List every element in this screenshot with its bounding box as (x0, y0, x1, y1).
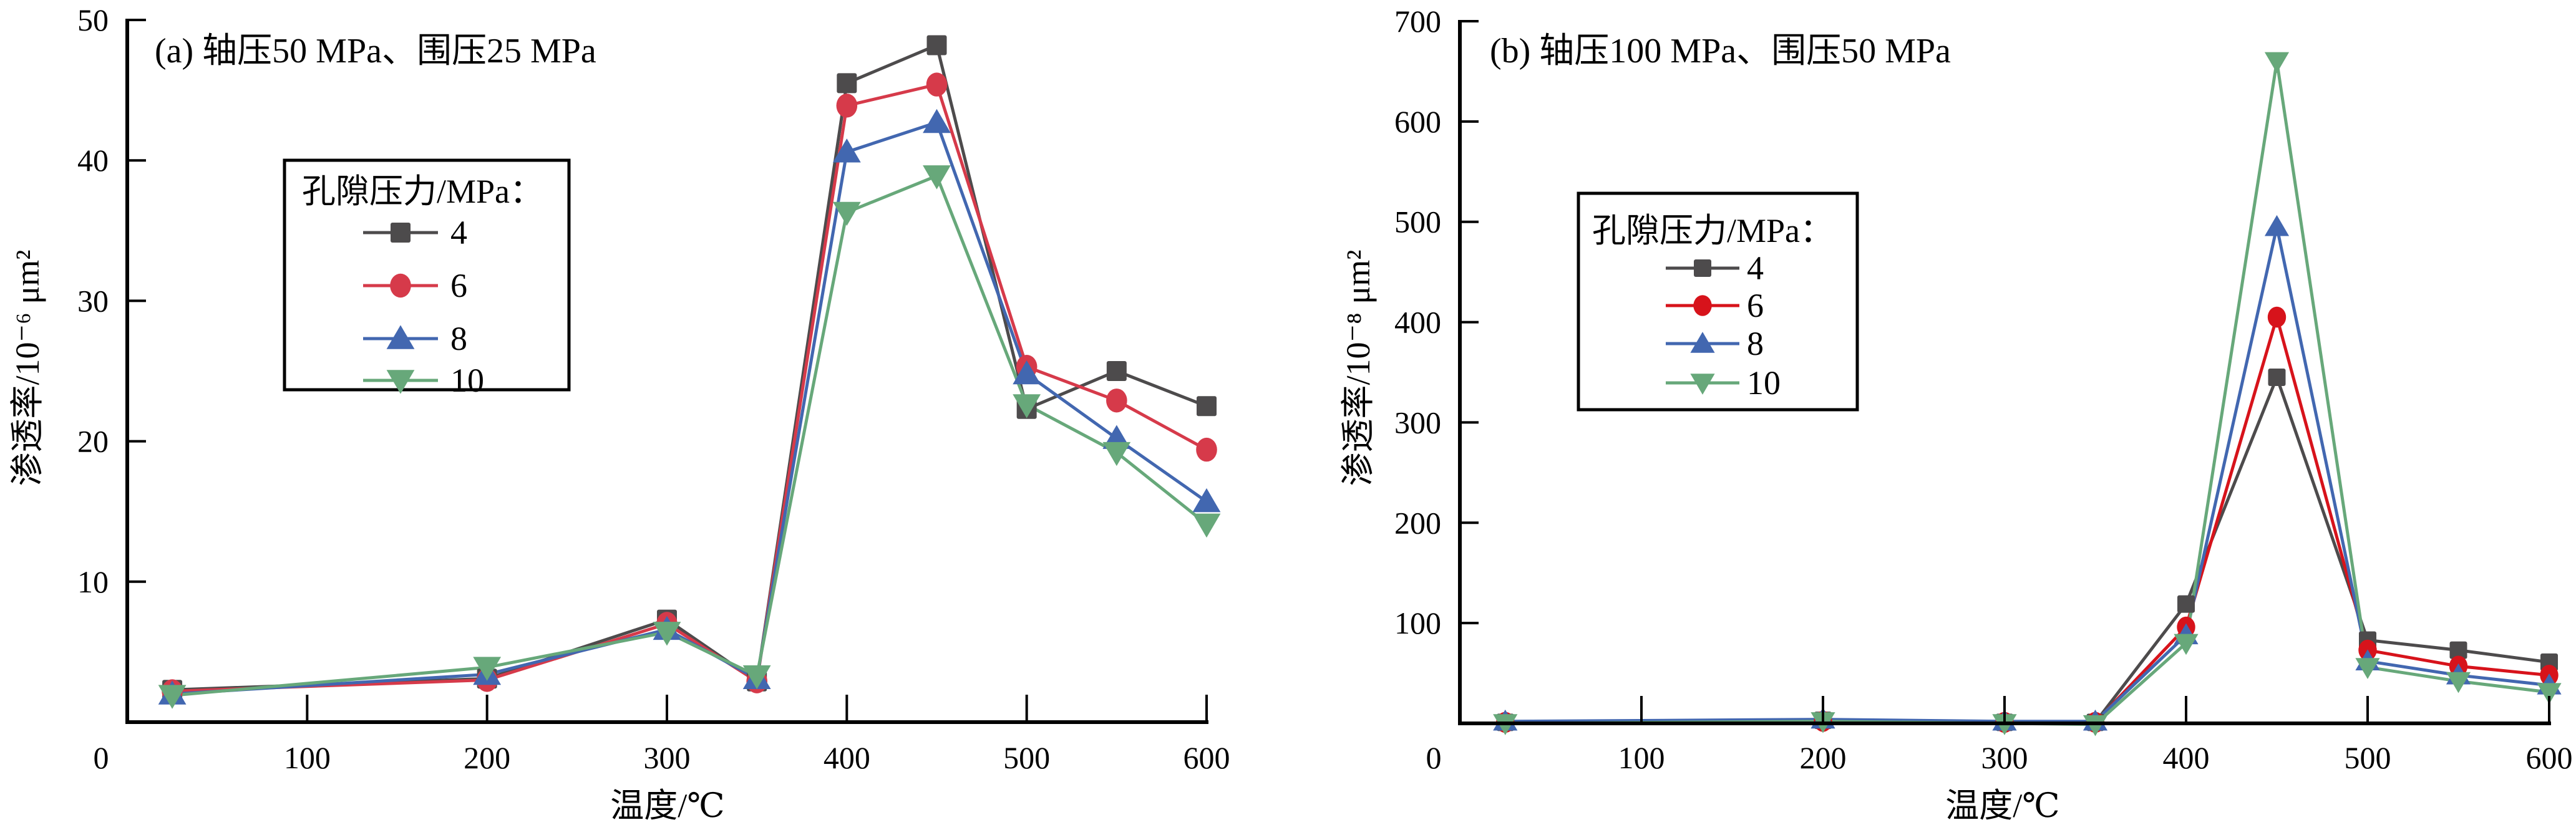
legend-entries: 4 6 8 10 (363, 214, 484, 399)
chart-b-tick-labels: 100 200 300 400 500 600 700 0 100 200 300 400 500 600 (1394, 4, 2573, 775)
y-tick-label: 50 (77, 2, 109, 37)
chart-a-axes (125, 19, 1208, 724)
legend-8-label: 8 (1747, 325, 1764, 362)
legend-6-label: 6 (1747, 287, 1764, 324)
chart-a-ylabel: 渗透率/10⁻⁶ μm² (9, 250, 46, 486)
y-tick-label: 100 (1394, 606, 1441, 640)
x-tick-label: 500 (1003, 740, 1050, 775)
x-tick-label: 500 (2345, 740, 2391, 775)
y-tick-label: 600 (1394, 104, 1441, 139)
series-6-point (1106, 389, 1127, 413)
legend-8-marker (1690, 332, 1715, 353)
x-tick-label: 100 (1618, 740, 1665, 775)
chart-b-title: (b) 轴压100 MPa、围压50 MPa (1490, 32, 1951, 70)
x-tick-label: 0 (94, 740, 109, 775)
series-6-point (836, 94, 858, 118)
legend-title: 孔隙压力/MPa： (1592, 212, 1834, 249)
series-10-point (1013, 394, 1041, 418)
x-tick-label: 600 (1184, 740, 1230, 775)
legend-title: 孔隙压力/MPa： (302, 173, 543, 210)
series-10-point (158, 685, 187, 709)
chart-b-xlabel: 温度/℃ (1945, 787, 2059, 824)
x-tick-label: 100 (284, 740, 331, 775)
series-10-point (653, 622, 681, 646)
series-10-point (2083, 715, 2108, 736)
series-4-point (837, 73, 857, 94)
chart-a-legend: 孔隙压力/MPa： 4 6 8 10 (283, 158, 571, 399)
series-4-point (1106, 361, 1127, 381)
y-tick-label: 10 (77, 564, 109, 599)
series-6-point (1196, 437, 1217, 462)
x-tick-label: 600 (2526, 740, 2573, 775)
legend-4-marker (391, 223, 411, 243)
chart-b-axes (1458, 20, 2551, 725)
legend-10-label: 10 (450, 362, 484, 399)
series-4-point (2268, 369, 2286, 387)
legend-frame (1577, 191, 1859, 412)
series-10-point (2446, 672, 2471, 693)
series-8-point (1013, 360, 1041, 385)
x-tick-label: 200 (1800, 740, 1847, 775)
x-tick-label: 300 (1981, 740, 2028, 775)
series-6-point (926, 72, 948, 97)
legend-6-marker (1693, 295, 1712, 316)
series-8-point (1192, 488, 1221, 513)
legend-10-marker (386, 370, 415, 394)
y-tick-label: 20 (77, 424, 109, 459)
y-tick-label: 200 (1394, 505, 1441, 540)
series-4-point (2177, 595, 2195, 613)
legend-4-marker (1694, 259, 1711, 277)
chart-b: 100 200 300 400 500 600 700 0 100 200 300 400 500 600… (1339, 4, 2573, 824)
legend-10-marker (1690, 374, 1715, 395)
x-tick-label: 400 (824, 740, 870, 775)
legend-8-marker (386, 325, 415, 349)
chart-a-series (158, 35, 1221, 709)
series-4-point (1197, 396, 1217, 417)
x-tick-label: 0 (1426, 740, 1442, 775)
series-10-point (2174, 634, 2199, 655)
x-tick-label: 300 (644, 740, 691, 775)
legend-8-label: 8 (450, 320, 467, 357)
legend-frame (283, 158, 571, 392)
series-8-point (832, 138, 861, 163)
series-6-point (2267, 306, 2287, 328)
series-10-point (2537, 683, 2562, 705)
y-tick-label: 300 (1394, 405, 1441, 440)
y-tick-label: 700 (1394, 4, 1441, 39)
series-10-point (2355, 658, 2380, 679)
x-tick-label: 200 (464, 740, 510, 775)
y-tick-label: 30 (77, 283, 109, 318)
series-10-point (473, 657, 502, 681)
legend-4-label: 4 (1747, 249, 1764, 287)
legend-10-label: 10 (1747, 364, 1781, 402)
series-10-point (832, 201, 861, 226)
y-tick-label: 40 (77, 143, 109, 178)
y-tick-label: 400 (1394, 305, 1441, 340)
series-4-point (926, 35, 947, 56)
series-4-point (2449, 641, 2467, 659)
chart-a-title: (a) 轴压50 MPa、围压25 MPa (155, 32, 596, 70)
x-tick-label: 400 (2163, 740, 2210, 775)
series-8-point (923, 109, 951, 133)
series-10-point (742, 665, 771, 690)
series-8-point (2264, 215, 2290, 236)
series-10-point (1192, 513, 1221, 538)
chart-b-ylabel: 渗透率/10⁻⁸ μm² (1339, 250, 1377, 486)
legend-6-marker (390, 273, 411, 298)
y-tick-label: 500 (1394, 205, 1441, 239)
series-10-point (923, 165, 951, 190)
series-10-point (1102, 442, 1131, 466)
series-10-point (2264, 52, 2290, 74)
legend-4-label: 4 (450, 214, 467, 251)
legend-6-label: 6 (450, 267, 467, 304)
chart-a-xlabel: 温度/℃ (610, 787, 724, 824)
